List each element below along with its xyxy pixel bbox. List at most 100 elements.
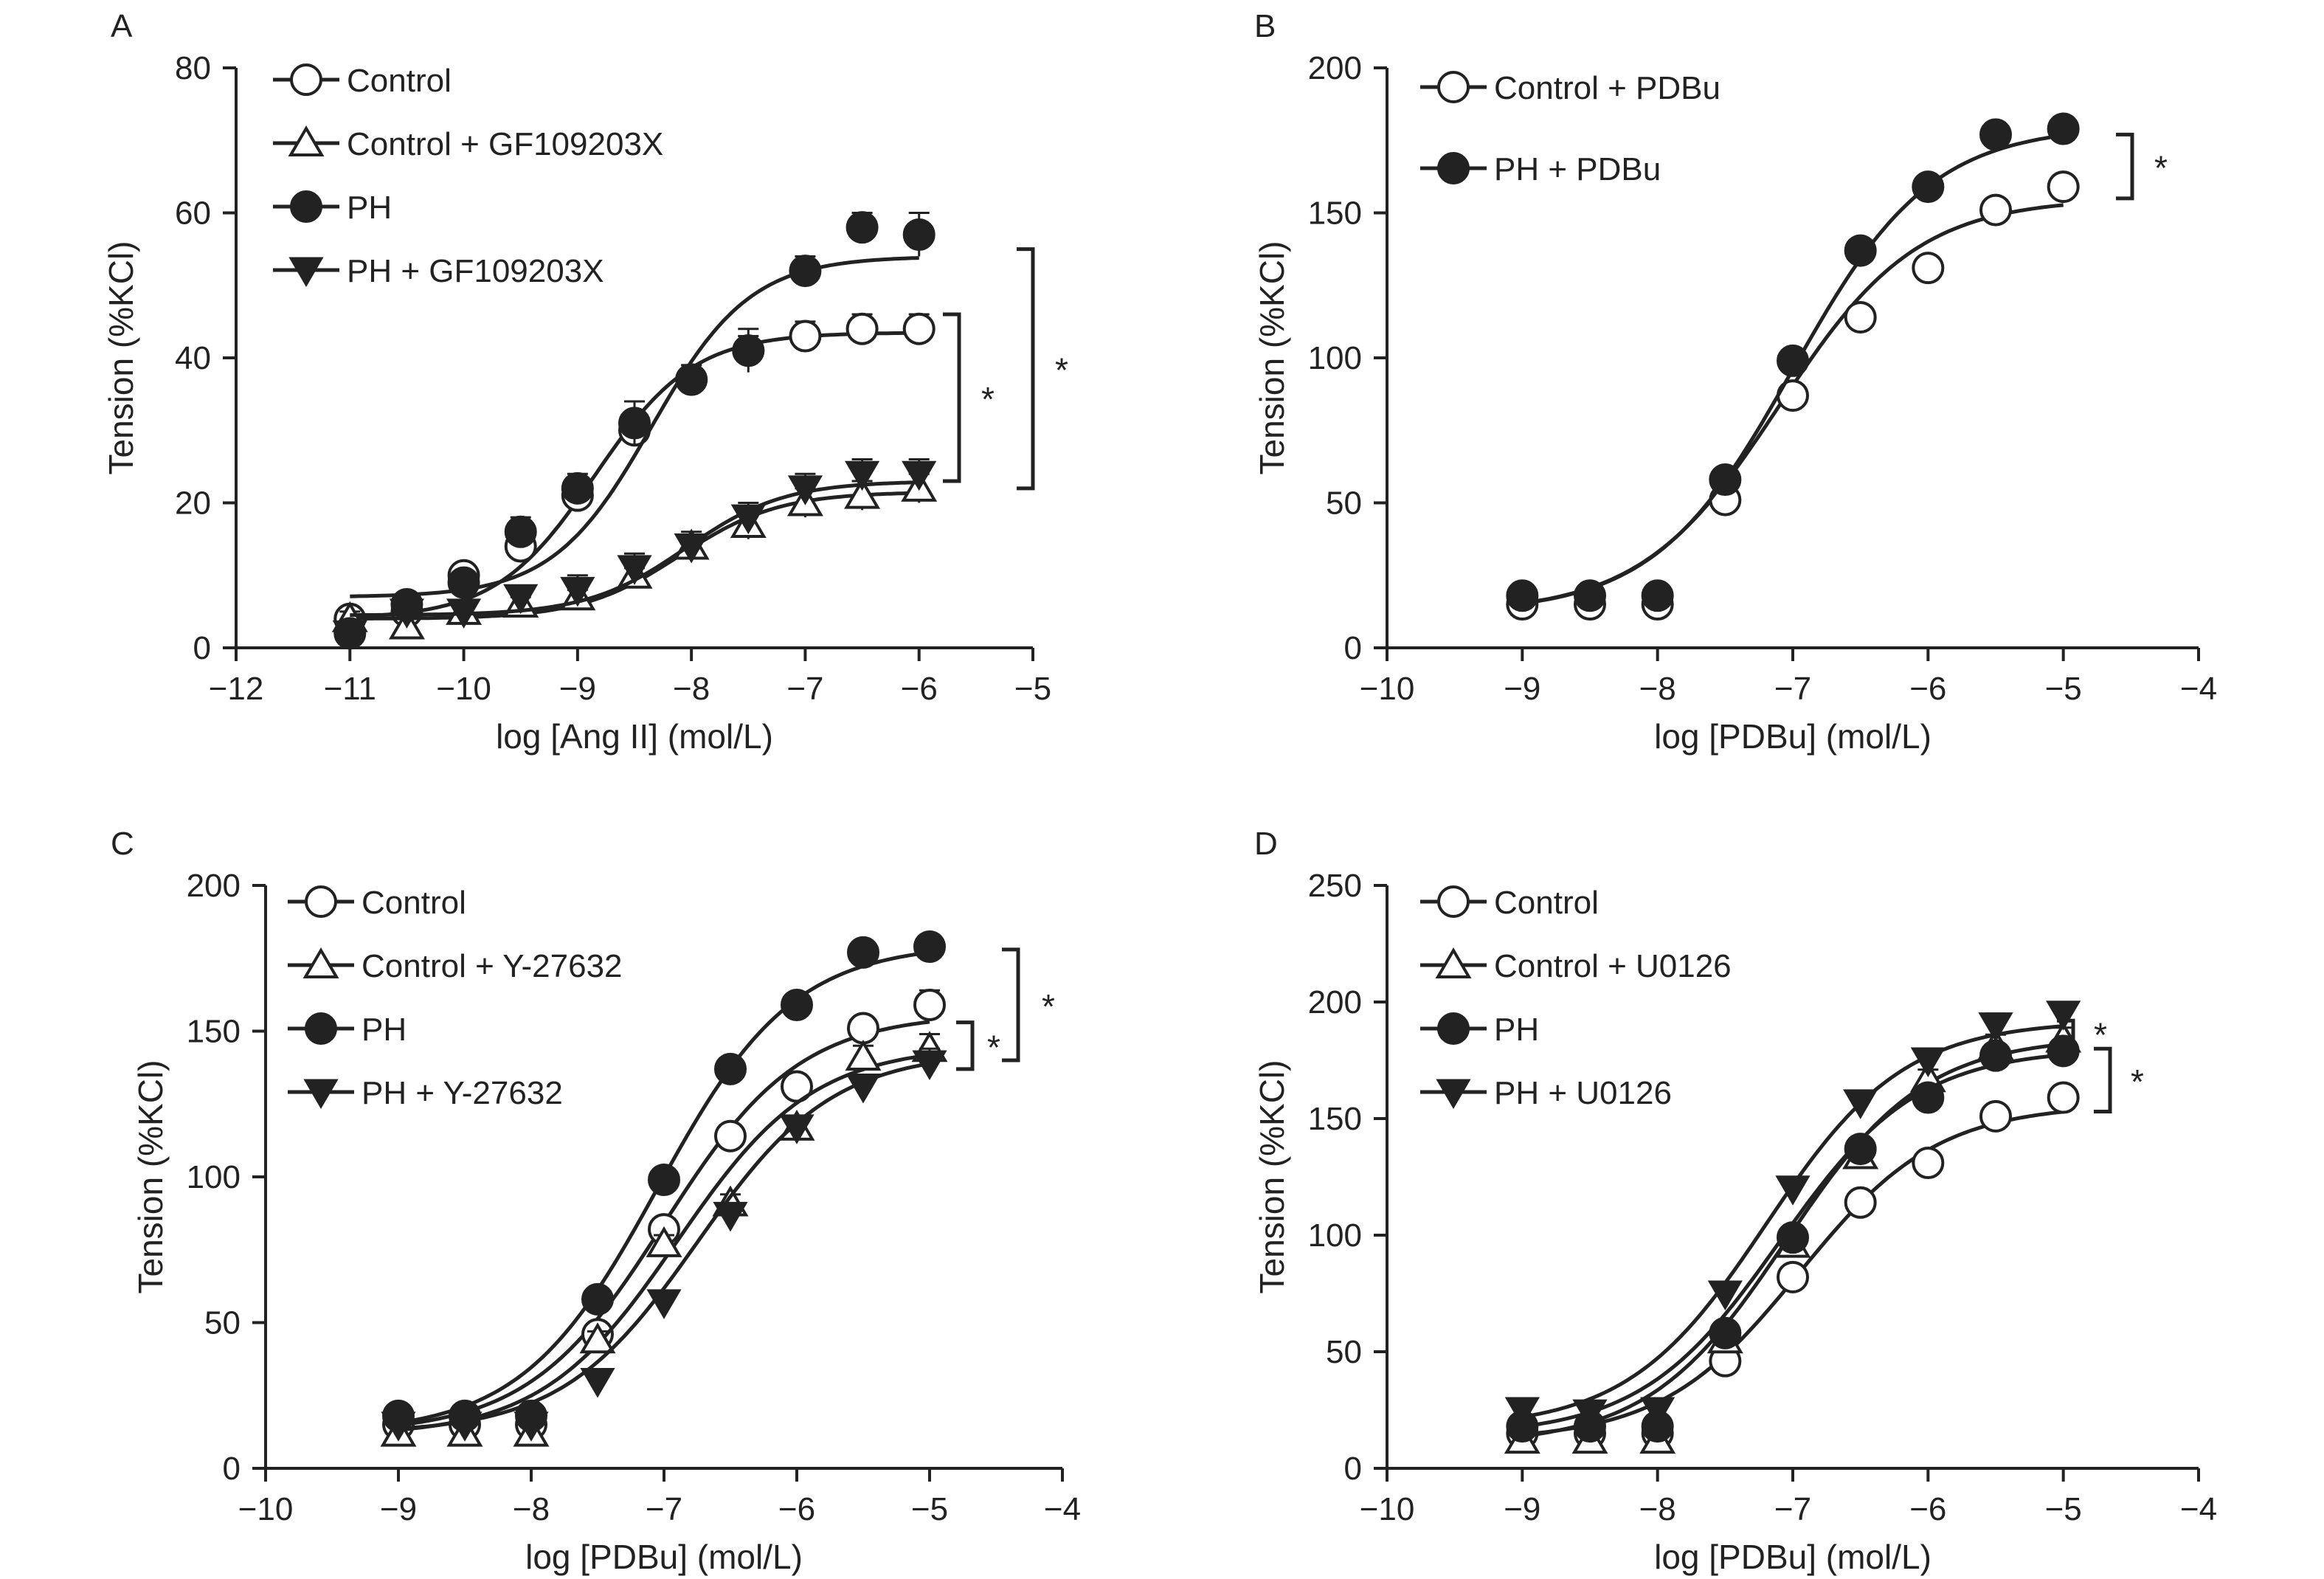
legend-marker [302, 947, 339, 978]
data-point [1844, 1133, 1877, 1166]
x-tick-label: −8 [513, 1491, 550, 1527]
data-point [845, 1040, 882, 1071]
legend-entry: Control [1420, 885, 1599, 921]
fit-curve [398, 1062, 930, 1431]
legend-entry: Control + PDBu [1420, 70, 1720, 106]
x-tick-label: −8 [1639, 671, 1676, 707]
y-axis-label: Tension (%KCl) [131, 1060, 170, 1294]
series-2 [1506, 112, 2080, 612]
legend-entry: Control [273, 63, 452, 99]
series-4 [381, 1047, 947, 1442]
x-tick-label: −4 [2180, 671, 2217, 707]
legend-entry: Control + GF109203X [273, 125, 663, 162]
x-tick-label: −9 [1504, 1491, 1540, 1527]
data-point [1912, 1147, 1945, 1180]
y-tick-label: 80 [175, 50, 211, 86]
y-tick-label: 50 [204, 1305, 241, 1341]
legend-marker [1437, 71, 1470, 103]
x-tick-label: −12 [209, 671, 264, 707]
legend-label: Control + U0126 [1494, 948, 1732, 984]
legend-marker [1437, 885, 1470, 918]
x-tick-label: −9 [380, 1491, 417, 1527]
data-point [714, 1052, 747, 1085]
x-tick-label: −9 [1504, 671, 1540, 707]
data-point [847, 936, 879, 969]
significance-star: * [2094, 1016, 2107, 1054]
data-point [1844, 300, 1877, 334]
series-3 [382, 930, 946, 1432]
data-point [447, 1412, 483, 1442]
x-tick-label: −4 [1044, 1491, 1081, 1527]
legend-marker [290, 63, 322, 96]
x-tick-label: −6 [1909, 1491, 1946, 1527]
bracket-line [2057, 1018, 2075, 1048]
series-4 [332, 458, 937, 651]
data-point [332, 620, 367, 651]
legend-entry: PH [288, 1012, 407, 1048]
bracket-line [1002, 947, 1020, 1063]
y-tick-label: 150 [1308, 1101, 1362, 1137]
data-point [617, 555, 652, 585]
legend-marker [1437, 152, 1470, 184]
data-point [504, 515, 537, 548]
bracket-line [956, 1020, 975, 1071]
legend-label: Control + GF109203X [347, 126, 663, 162]
legend-entry: PH + GF109203X [273, 253, 604, 289]
data-point [1979, 193, 2012, 227]
series-3 [1506, 1034, 2080, 1443]
data-point [844, 460, 880, 491]
data-point [1843, 1089, 1878, 1119]
data-point [675, 363, 708, 396]
data-point [781, 988, 813, 1021]
data-point [713, 1201, 748, 1232]
significance-bracket: * [1002, 947, 1055, 1063]
y-tick-label: 150 [1308, 196, 1362, 232]
y-tick-label: 0 [1344, 630, 1362, 666]
y-tick-label: 250 [1308, 868, 1362, 904]
fit-curve [398, 1053, 930, 1432]
panel-c: C −10 −9 −8 −7 −6 −5 −4 0 50 100 150 200 log [PDBu] (… [111, 826, 1081, 1576]
legend-marker [1437, 1012, 1470, 1045]
data-point [646, 1226, 682, 1257]
legend-entry: PH + U0126 [1420, 1075, 1672, 1111]
data-point [1844, 234, 1877, 267]
legend-label: Control [362, 885, 466, 921]
significance-bracket: * [956, 1020, 1000, 1071]
data-point [2047, 1034, 2080, 1068]
data-point [1777, 344, 1809, 377]
significance-bracket: * [2094, 1046, 2144, 1114]
legend-entry: Control + U0126 [1420, 947, 1732, 984]
y-tick-label: 200 [1308, 984, 1362, 1020]
legend-marker [288, 257, 324, 287]
bracket-line [943, 312, 961, 483]
x-tick-label: −5 [2045, 1491, 2082, 1527]
data-point [579, 1322, 616, 1354]
data-point [1777, 1260, 1809, 1293]
panel-letter: C [111, 826, 134, 862]
legend-marker [305, 885, 337, 918]
legend-entry: Control [288, 885, 466, 921]
panel-b: B −10 −9 −8 −7 −6 −5 −4 0 50 100 150 200 log [PDBu] (… [1253, 8, 2217, 756]
x-axis-label: log [PDBu] (mol/L) [1654, 717, 1932, 756]
data-point [732, 334, 765, 367]
x-axis-label: log [PDBu] (mol/L) [525, 1538, 803, 1576]
x-tick-label: −10 [238, 1491, 294, 1527]
data-point [789, 255, 822, 288]
x-tick-label: −6 [901, 671, 938, 707]
x-tick-label: −5 [2045, 671, 2082, 707]
significance-star: * [1055, 351, 1068, 390]
legend-entry: PH + Y-27632 [288, 1075, 563, 1111]
series-1 [1506, 1081, 2080, 1450]
significance-bracket: * [943, 312, 995, 483]
legend-entry: PH [273, 190, 392, 226]
legend-entry: PH + PDBu [1420, 151, 1661, 187]
data-point [1709, 463, 1742, 497]
legend-marker [288, 125, 325, 156]
x-tick-label: −10 [436, 671, 491, 707]
data-point [1777, 1221, 1809, 1254]
data-point [845, 211, 879, 244]
fit-curve [350, 480, 919, 618]
legend-marker [1436, 1079, 1471, 1109]
significance-bracket: * [1017, 247, 1068, 491]
